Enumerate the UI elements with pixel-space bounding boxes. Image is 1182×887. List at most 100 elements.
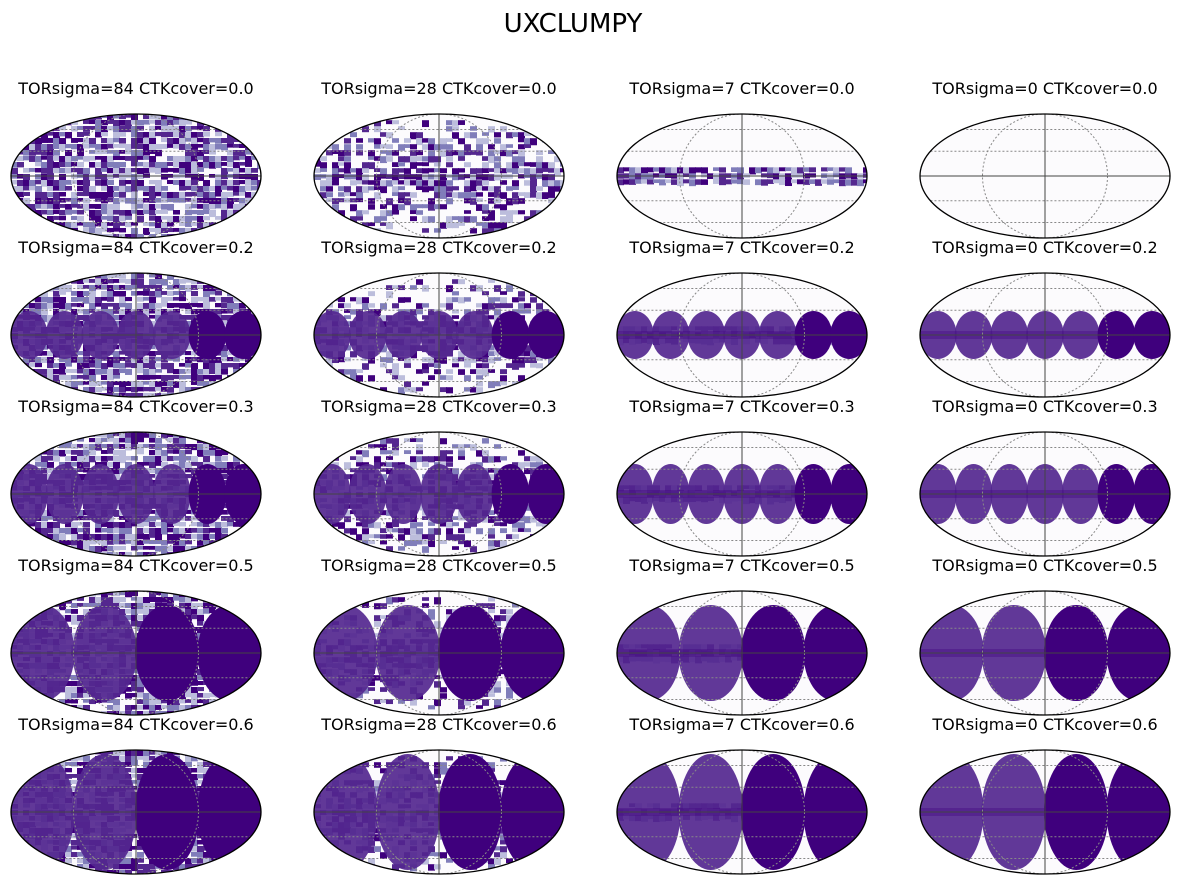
- clump-cell: [197, 357, 204, 363]
- clump-cell: [488, 456, 495, 463]
- clump-cell: [320, 186, 327, 192]
- clump-cell: [209, 198, 216, 205]
- clump-cell: [464, 309, 471, 315]
- clump-cell: [59, 216, 66, 221]
- clump-cell: [356, 186, 363, 193]
- clump-cell: [245, 381, 252, 388]
- clump-cell: [362, 162, 369, 170]
- clump-cell: [446, 303, 453, 310]
- clump-cell: [83, 534, 90, 542]
- clump-cell: [185, 132, 192, 140]
- clump-cell: [89, 363, 96, 368]
- clump-cell: [119, 150, 126, 154]
- clump-cell: [344, 126, 351, 132]
- clump-cell: [41, 357, 48, 364]
- clump-cell: [428, 180, 435, 187]
- clump-cell: [53, 522, 60, 529]
- clump-cell: [500, 126, 507, 132]
- clump-cell: [209, 138, 216, 143]
- clump-cell: [452, 150, 459, 156]
- clump-cell: [137, 162, 144, 167]
- clump-cell: [380, 210, 387, 218]
- clump-cell: [494, 168, 501, 174]
- clump-cell: [47, 138, 54, 143]
- clump-cell: [476, 363, 483, 369]
- clump-cell: [257, 609, 261, 615]
- clump-cell: [11, 705, 18, 709]
- clump-cell: [143, 156, 150, 160]
- clump-cell: [161, 303, 168, 307]
- clump-cell: [23, 693, 30, 698]
- clump-cell: [398, 375, 405, 381]
- clump-cell: [125, 210, 132, 216]
- clump-cell: [653, 167, 660, 172]
- clump-cell: [470, 126, 477, 131]
- clump-cell: [101, 444, 108, 449]
- clump-cell: [197, 132, 204, 138]
- clump-cell: [239, 156, 246, 160]
- clump-cell: [107, 456, 114, 461]
- clump-cell: [185, 603, 192, 610]
- clump-cell: [65, 369, 72, 373]
- clump-cell: [89, 387, 96, 393]
- clump-cell: [167, 303, 174, 308]
- clump-cell: [149, 468, 156, 474]
- clump-cell: [392, 363, 399, 370]
- clump-cell: [332, 198, 339, 204]
- clump-cell: [422, 381, 429, 386]
- clump-cell: [77, 291, 84, 299]
- clump-cell: [239, 192, 246, 196]
- clump-cell: [59, 546, 66, 551]
- clump-cell: [488, 351, 495, 357]
- clump-cell: [83, 168, 90, 175]
- clump-cell: [251, 168, 258, 173]
- clump-cell: [386, 144, 393, 150]
- clump-cell: [185, 699, 192, 703]
- clump-cell: [185, 156, 192, 163]
- clump-cell: [167, 198, 174, 203]
- clump-cell: [434, 192, 441, 199]
- clump-cell: [785, 179, 792, 187]
- clump-cell: [191, 216, 198, 221]
- clump-cell: [500, 303, 507, 309]
- clump-cell: [155, 216, 162, 223]
- clump-cell: [71, 615, 78, 622]
- clump-cell: [464, 180, 471, 187]
- clump-cell: [113, 462, 120, 469]
- clump-cell: [11, 168, 18, 175]
- clump-cell: [155, 291, 162, 298]
- clump-cell: [113, 216, 120, 223]
- clump-cell: [512, 162, 519, 170]
- clump-cell: [29, 222, 36, 229]
- clump-cell: [221, 351, 228, 358]
- clump-cell: [41, 540, 48, 545]
- clump-cell: [101, 456, 108, 462]
- clump-cell: [209, 522, 216, 527]
- clump-cell: [155, 303, 162, 309]
- clump-cell: [155, 210, 162, 214]
- clump-cell: [446, 126, 453, 132]
- clump-cell: [494, 138, 501, 144]
- clump-cell: [476, 144, 483, 150]
- clump-cell: [197, 186, 204, 193]
- clump-cell: [125, 186, 132, 193]
- clump-cell: [71, 621, 78, 625]
- clump-cell: [209, 357, 216, 364]
- clump-cell: [191, 180, 198, 186]
- clump-cell: [53, 375, 60, 382]
- clump-cell: [221, 528, 228, 534]
- clump-cell: [155, 357, 162, 362]
- clump-cell: [71, 303, 78, 307]
- clump-cell: [149, 450, 156, 456]
- clump-cell: [17, 120, 24, 126]
- clump-cell: [440, 204, 447, 210]
- clump-cell: [470, 216, 477, 223]
- clump-cell: [41, 156, 48, 160]
- clump-cell: [410, 162, 417, 169]
- clump-cell: [89, 210, 96, 217]
- clump-cell: [71, 291, 78, 296]
- clump-cell: [548, 186, 555, 194]
- panel-title: TORsigma=84 CTKcover=0.0: [17, 79, 253, 98]
- clump-cell: [197, 126, 204, 131]
- clump-cell: [47, 462, 54, 468]
